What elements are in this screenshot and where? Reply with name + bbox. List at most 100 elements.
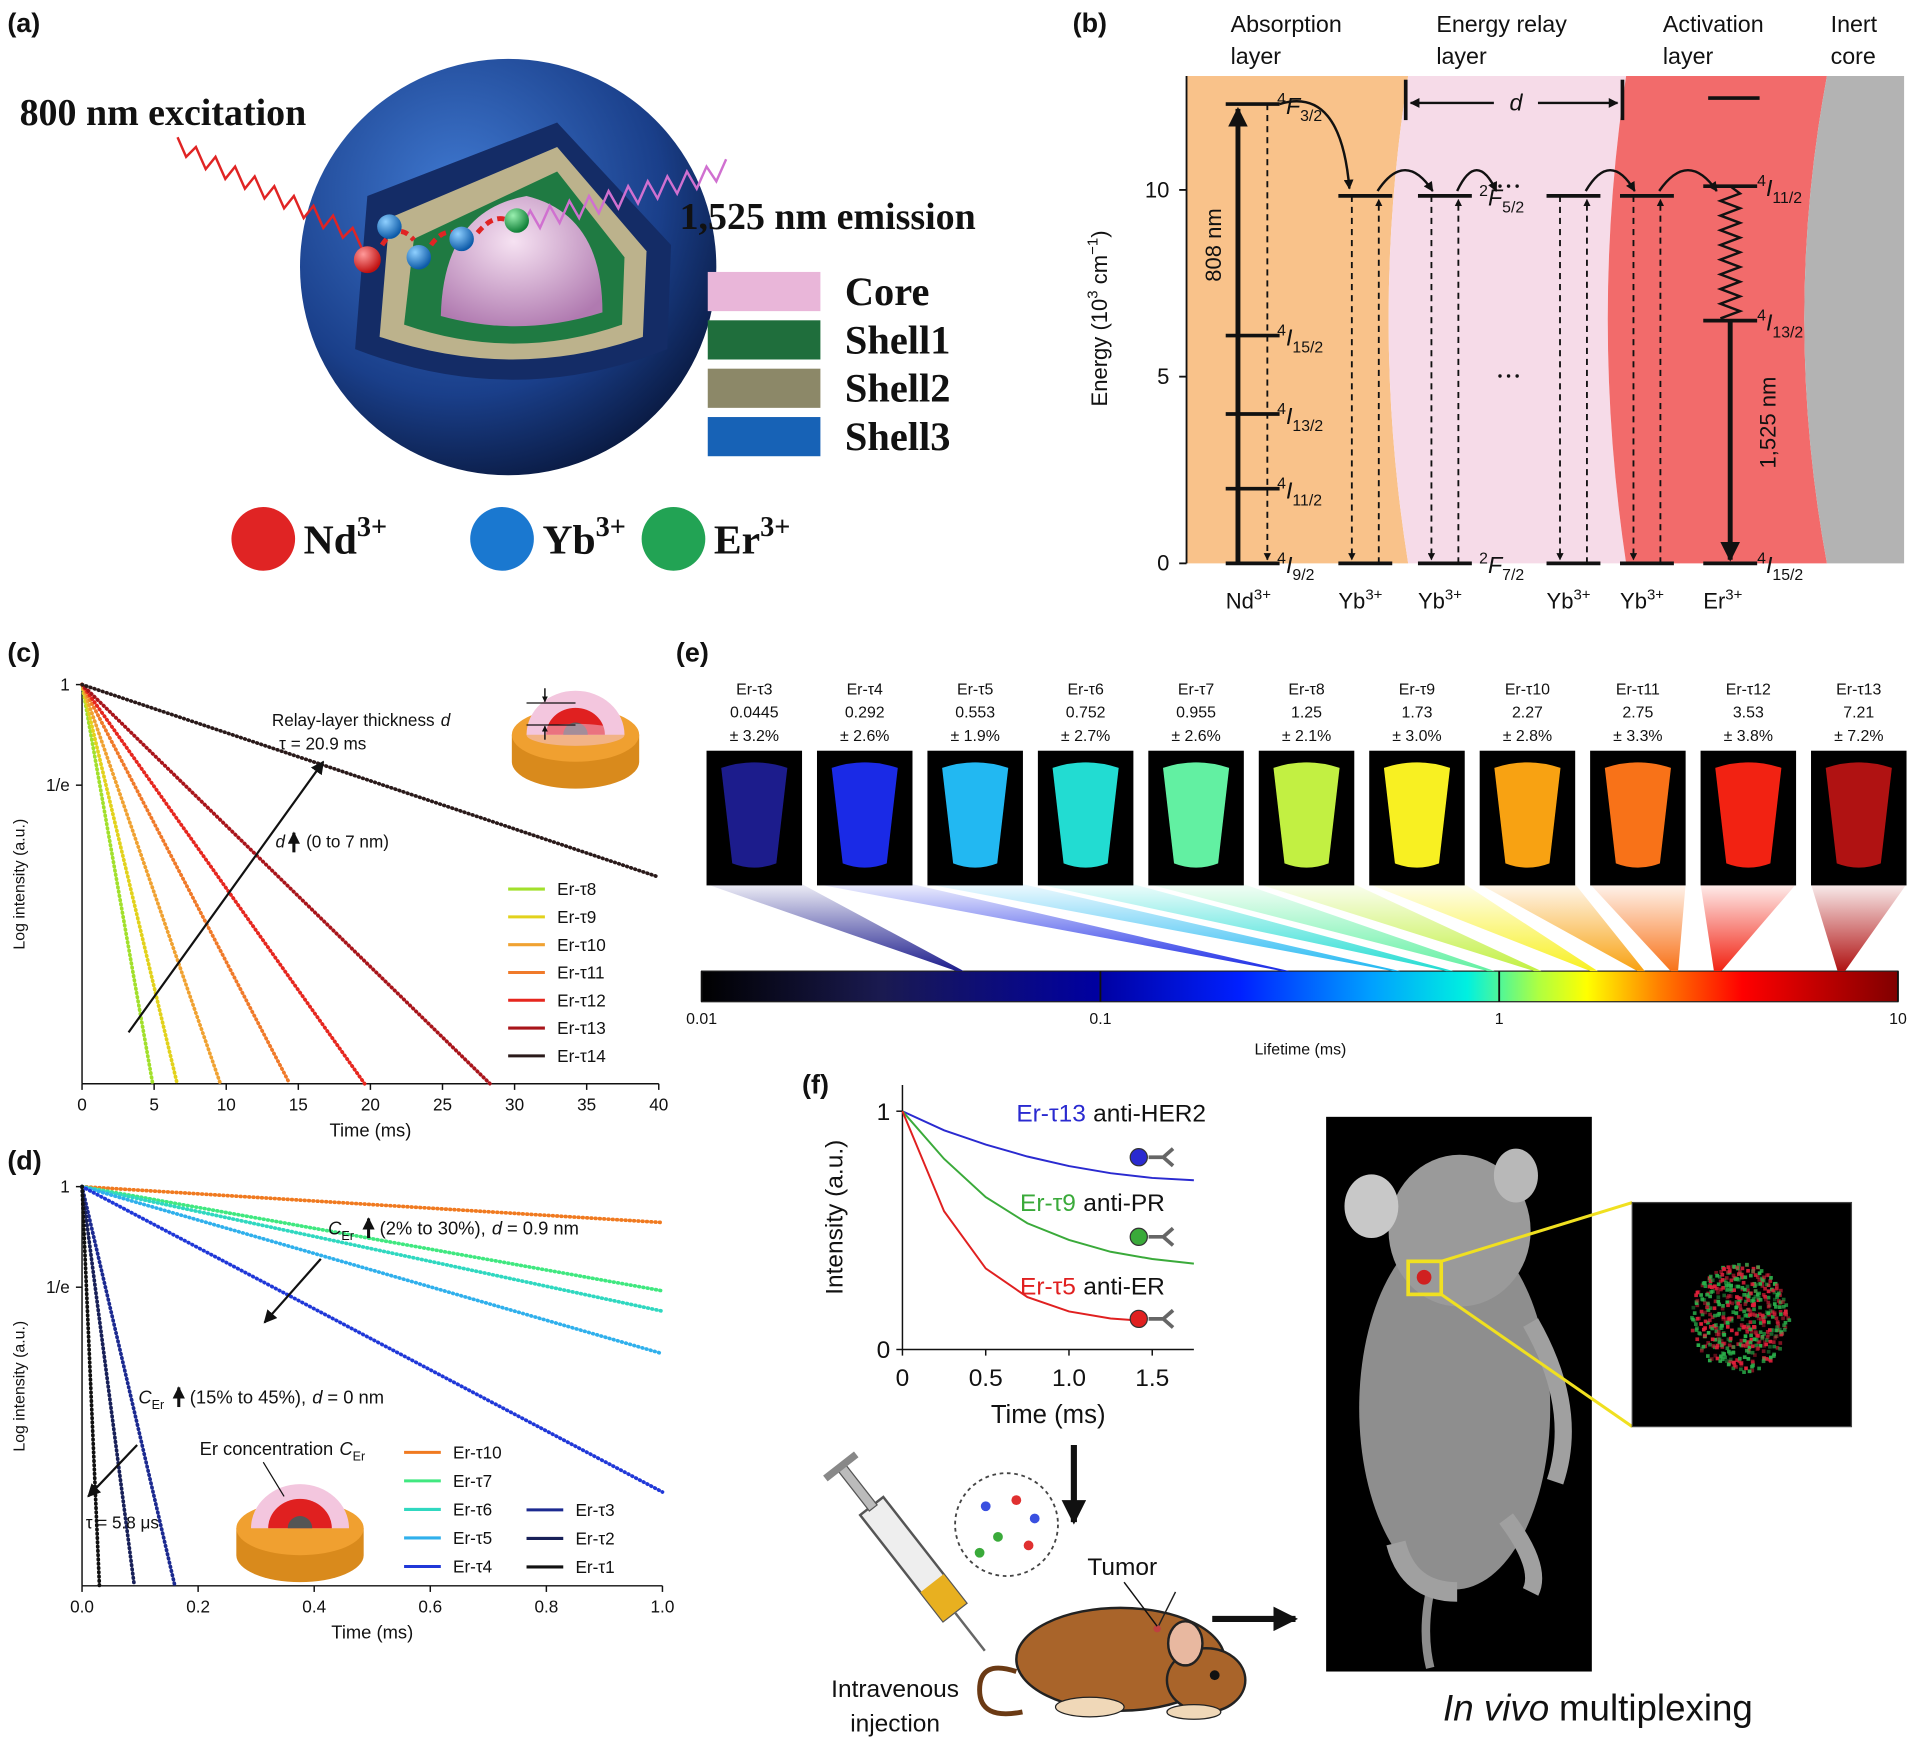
pointer <box>1123 1581 1158 1627</box>
signal-pixel <box>1708 1294 1712 1299</box>
signal-pixel <box>1753 1284 1757 1288</box>
signal-pixel <box>1759 1269 1764 1273</box>
sample-error: ± 1.9% <box>950 728 999 745</box>
nanoparticle-illustration <box>176 58 728 476</box>
y-axis-title-part: −1 <box>1085 238 1102 255</box>
signal-pixel <box>1760 1284 1765 1288</box>
signal-pixel <box>1757 1312 1762 1317</box>
level-label-part: 13/2 <box>1772 324 1803 341</box>
mouse-image-part <box>1440 1201 1633 1263</box>
sample-lifetime: 1.25 <box>1291 705 1322 722</box>
transfer-arrow <box>1279 100 1354 190</box>
signal-pixel <box>1768 1344 1772 1349</box>
ion-label: Yb3+ <box>1547 586 1591 613</box>
injection-scheme-part <box>980 1501 991 1512</box>
signal-pixel <box>1724 1317 1728 1321</box>
signal-pixel <box>1713 1284 1717 1289</box>
trend-arrow <box>263 1258 322 1324</box>
ion-label: Er3+ <box>714 512 791 563</box>
signal-pixel <box>1777 1327 1782 1332</box>
level-label: 4I11/2 <box>1757 173 1802 207</box>
signal-pixel <box>1715 1343 1720 1348</box>
signal-pixel <box>1758 1282 1763 1286</box>
signal-pixel <box>1699 1348 1704 1353</box>
transfer-arrow <box>1584 169 1636 192</box>
ellipsis-dot <box>1506 374 1511 378</box>
signal-pixel <box>1778 1346 1782 1351</box>
signal-pixel <box>1721 1311 1726 1316</box>
y-tick-label: 10 <box>1145 177 1170 202</box>
annotation-part: C <box>328 1217 342 1238</box>
signal-pixel <box>1776 1299 1781 1303</box>
series-label: Er-τ13 anti-HER2 <box>1016 1101 1206 1128</box>
signal-pixel <box>1722 1341 1727 1346</box>
signal-pixel <box>1766 1332 1771 1337</box>
signal-pixel <box>1770 1309 1775 1314</box>
tumor-signal <box>1604 762 1671 868</box>
data-line <box>901 1110 1194 1265</box>
signal-pixel <box>1761 1292 1766 1297</box>
layer-swatch <box>707 320 821 360</box>
signal-pixel <box>1758 1344 1763 1348</box>
signal-pixel <box>1760 1280 1764 1284</box>
panel-label: (d) <box>7 1145 41 1175</box>
level-label: 4I13/2 <box>1277 401 1323 435</box>
signal-pixel <box>1755 1347 1760 1351</box>
level-label-part: 4 <box>1277 91 1286 108</box>
signal-pixel <box>1743 1302 1748 1306</box>
nanoparticle-illustration-part <box>176 136 364 251</box>
signal-pixel <box>1766 1320 1771 1325</box>
signal-pixel <box>1756 1316 1761 1321</box>
signal-pixel <box>1728 1357 1733 1362</box>
ellipsis-dot <box>1515 184 1519 188</box>
signal-pixel <box>1753 1313 1758 1318</box>
signal-pixel <box>1710 1315 1715 1320</box>
signal-pixel <box>1726 1265 1730 1270</box>
annotation: (15% to 45%), d = 0 nm <box>190 1386 384 1407</box>
signal-pixel <box>1727 1349 1731 1354</box>
signal-pixel <box>1756 1298 1761 1303</box>
nanoparticle-illustration-part <box>377 214 402 239</box>
lifetime-wedge <box>1479 884 1645 972</box>
signal-pixel <box>1694 1301 1699 1306</box>
signal-pixel <box>1772 1344 1777 1349</box>
injection-scheme-part <box>1011 1495 1022 1505</box>
y-axis-title: Intensity (a.u.) <box>821 1140 848 1295</box>
signal-pixel <box>1703 1310 1708 1315</box>
signal-pixel <box>1755 1275 1760 1279</box>
emission-label: 1,525 nm emission <box>680 196 976 238</box>
signal-pixel <box>1706 1301 1710 1306</box>
sample-name: Er-τ10 <box>1505 681 1550 698</box>
signal-pixel <box>1742 1324 1747 1329</box>
x-tick-label: 35 <box>577 1095 596 1115</box>
signal-pixel <box>1699 1322 1703 1326</box>
signal-pixel <box>1752 1307 1756 1312</box>
signal-pixel <box>1721 1315 1726 1320</box>
signal-pixel <box>1772 1290 1777 1295</box>
signal-pixel <box>1768 1339 1773 1344</box>
signal-pixel <box>1761 1357 1766 1361</box>
signal-pixel <box>1742 1287 1747 1292</box>
legend-label: Er-τ2 <box>576 1529 615 1549</box>
excitation-label: 808 nm <box>1201 208 1226 281</box>
sample-lifetime: 2.75 <box>1622 705 1653 722</box>
signal-pixel <box>1697 1316 1701 1321</box>
level-label-part: 4 <box>1277 323 1286 340</box>
y-axis-title-part: 3 <box>1085 290 1102 298</box>
level-label-part: 2 <box>1479 550 1488 567</box>
tumor-signal <box>721 762 788 868</box>
signal-pixel <box>1776 1321 1780 1326</box>
signal-pixel <box>1741 1343 1745 1348</box>
signal-pixel <box>1745 1340 1749 1344</box>
signal-pixel <box>1718 1326 1722 1330</box>
layer-name: Shell3 <box>845 414 951 459</box>
signal-pixel <box>1762 1319 1766 1324</box>
injection-scheme <box>823 1445 1298 1720</box>
y-axis-title: Energy (103 cm−1) <box>1085 230 1112 406</box>
signal-pixel <box>1743 1334 1748 1339</box>
mouse-image-part <box>1344 1174 1399 1239</box>
signal-pixel <box>1768 1309 1773 1313</box>
signal-pixel <box>1756 1333 1761 1338</box>
signal-pixel <box>1706 1341 1711 1345</box>
